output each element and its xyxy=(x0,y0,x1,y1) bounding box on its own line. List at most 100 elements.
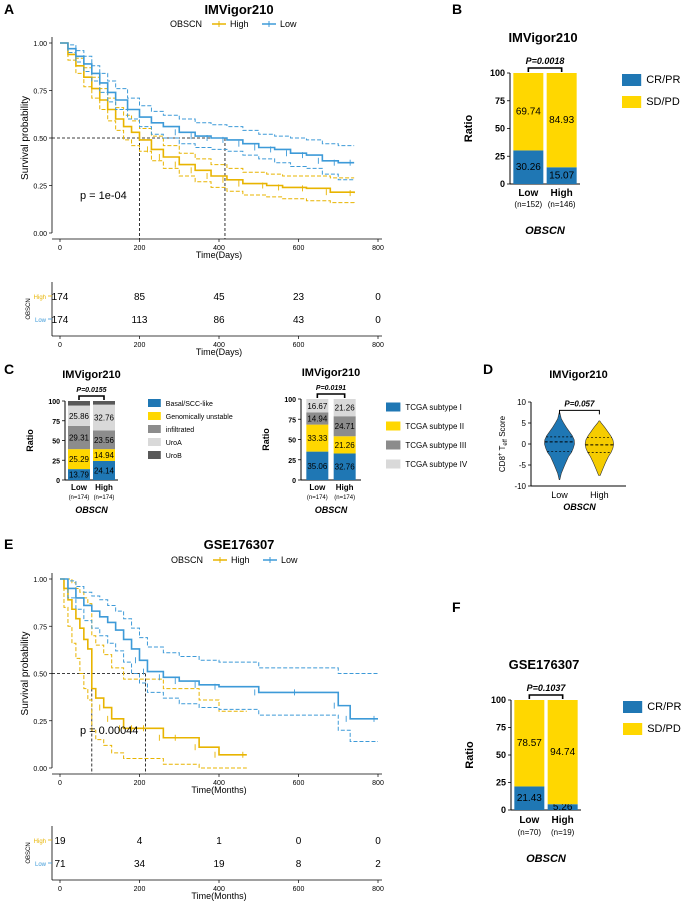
bar-segment-infiltrated xyxy=(68,425,90,450)
bar-value-label: 14.94 xyxy=(307,415,328,424)
y-axis-label-part: eff xyxy=(503,439,509,446)
y-axis-label-part: + xyxy=(498,452,504,456)
legend-swatch xyxy=(622,96,642,108)
y-axis-label: Ratio xyxy=(464,741,476,769)
bar-segment-sd-pd xyxy=(546,73,577,168)
p-value: p = 0.00044 xyxy=(80,725,138,737)
risk-count: 1 xyxy=(216,836,222,847)
risk-table-a: High 174 85 45 23 0 Low 174 113 86 43 0 OBSCN 0 200 400… xyxy=(26,282,384,357)
x-axis-label: OBSCN xyxy=(315,505,348,515)
category-label: Low xyxy=(519,815,539,826)
chart-title: IMVigor210 xyxy=(302,367,361,379)
risk-count: 43 xyxy=(293,315,305,326)
risk-count: 2 xyxy=(375,859,381,870)
risk-row-label-high: High xyxy=(34,839,46,845)
y-tick-label: 0 xyxy=(501,805,506,815)
ci-lower-high xyxy=(60,42,355,205)
x-tick-label: 200 xyxy=(134,780,146,787)
ci-upper-high xyxy=(60,42,355,179)
y-tick-label: 0.50 xyxy=(33,136,47,143)
risk-x-label: Time(Months) xyxy=(191,891,246,901)
bar-value-label: 30.26 xyxy=(516,162,541,173)
legend-label: SD/PD xyxy=(646,96,680,108)
bar-value-label: 21.43 xyxy=(517,793,542,804)
risk-count: 8 xyxy=(296,859,302,870)
category-label: High xyxy=(95,483,113,492)
category-n-label: (n=19) xyxy=(551,828,575,837)
bar-value-label: 32.76 xyxy=(94,414,115,423)
bar-segment-tcga-subtype-i xyxy=(333,453,356,480)
p-value: p = 1e-04 xyxy=(80,190,127,202)
risk-count: 85 xyxy=(134,292,146,303)
ci-upper-low xyxy=(60,578,378,674)
category-label: Low xyxy=(518,188,538,199)
category-n-label: (n=174) xyxy=(307,495,328,501)
bar-value-label: 21.26 xyxy=(335,441,356,450)
y-tick-label: 100 xyxy=(284,397,296,404)
legend-swatch xyxy=(386,459,401,469)
category-n-label: (n=146) xyxy=(548,200,576,209)
y-tick-label: 0 xyxy=(292,478,296,485)
chart-title: IMVigor210 xyxy=(204,2,273,17)
risk-count: 174 xyxy=(52,315,69,326)
legend-swatch xyxy=(386,440,401,450)
violin-high xyxy=(584,420,614,476)
risk-row-label-low: Low xyxy=(35,318,47,324)
y-tick-label: 0.50 xyxy=(33,672,47,679)
panel-label-b: B xyxy=(452,1,462,17)
bar-segment-tcga-subtype-iv xyxy=(306,399,329,413)
survival-curve-high xyxy=(60,578,247,756)
legend-swatch xyxy=(622,74,642,86)
x-tick-label: 800 xyxy=(372,245,384,252)
bar-segment-genomically-unstable xyxy=(68,449,90,470)
legend-label-high: High xyxy=(231,555,250,565)
risk-count: 4 xyxy=(137,836,143,847)
y-tick-label: 75 xyxy=(52,419,60,426)
bar-value-label: 32.76 xyxy=(335,463,356,472)
bar-value-label: 16.67 xyxy=(307,402,328,411)
y-tick-label: 5 xyxy=(522,419,527,428)
y-axis-label: Ratio xyxy=(463,114,475,142)
legend-label: infiltrated xyxy=(166,427,195,434)
legend-swatch xyxy=(386,402,401,412)
y-tick-label: 25 xyxy=(288,458,296,465)
bar-value-label: 15.07 xyxy=(549,171,574,182)
p-value: P=0.0191 xyxy=(316,385,346,392)
risk-y-label: OBSCN xyxy=(26,842,32,863)
legend-title: OBSCN xyxy=(170,19,202,29)
legend-label: TCGA subtype III xyxy=(405,441,466,450)
panel-label-c: C xyxy=(4,361,14,377)
panel-label-d: D xyxy=(483,361,493,377)
risk-count: 45 xyxy=(213,292,225,303)
risk-x-tick-label: 400 xyxy=(213,342,225,349)
y-tick-label: 50 xyxy=(52,439,60,446)
chart-title: GSE176307 xyxy=(204,537,275,552)
ci-lower-high xyxy=(60,578,247,769)
risk-x-tick-label: 600 xyxy=(293,342,305,349)
bar-segment-basal-scc-like xyxy=(68,469,90,480)
y-tick-label: 0.00 xyxy=(33,766,47,773)
survival-curve-high xyxy=(60,42,355,194)
bar-segment-infiltrated xyxy=(93,430,115,450)
violin-plot-d: IMVigor210 -10 -5 0 5 10 CD8+ Teff Score Low Hig… xyxy=(498,369,626,512)
bar-segment-sd-pd xyxy=(514,700,545,787)
legend-label: TCGA subtype I xyxy=(405,403,461,412)
risk-count: 174 xyxy=(52,292,69,303)
risk-y-label: OBSCN xyxy=(26,298,32,319)
y-tick-label: 1.00 xyxy=(33,577,47,584)
bar-segment-urob xyxy=(68,401,90,406)
risk-x-tick-label: 400 xyxy=(213,886,225,893)
bar-segment-tcga-subtype-iii xyxy=(306,412,329,425)
x-axis-label: OBSCN xyxy=(75,505,108,515)
y-tick-label: 0.75 xyxy=(33,89,47,96)
y-tick-label: 50 xyxy=(495,124,505,134)
bar-value-label: 23.56 xyxy=(94,436,115,445)
y-tick-label: 0 xyxy=(500,179,505,189)
bar-value-label: 29.31 xyxy=(69,434,90,443)
panel-label-f: F xyxy=(452,599,461,615)
x-axis-label: OBSCN xyxy=(526,853,567,865)
category-n-label: (n=174) xyxy=(69,495,90,501)
x-axis-label: OBSCN xyxy=(563,502,596,512)
